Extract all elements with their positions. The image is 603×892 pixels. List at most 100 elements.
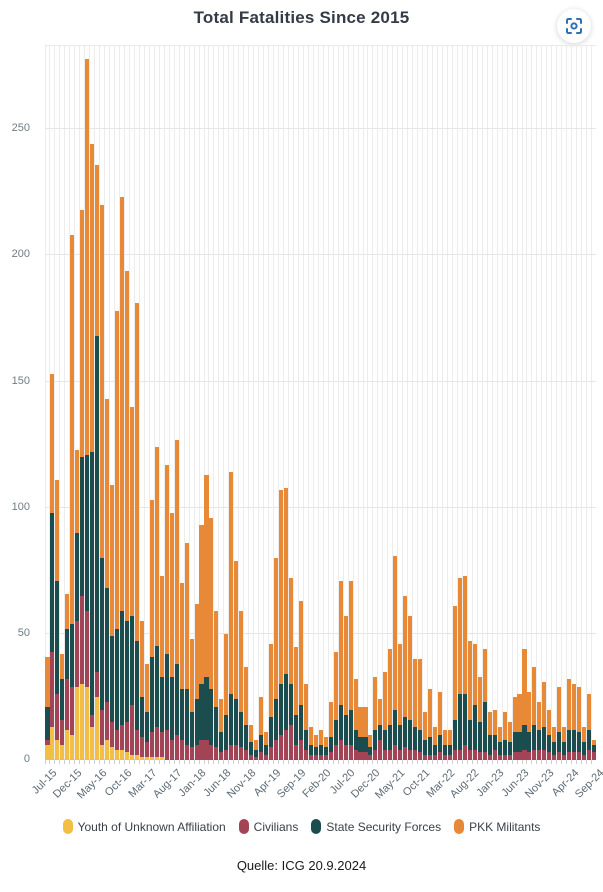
stacked-bar-Feb-21[interactable] <box>378 699 383 760</box>
stacked-bar-Dec-20[interactable] <box>368 734 373 760</box>
stacked-bar-Mar-18[interactable] <box>204 474 209 760</box>
stacked-bar-Jul-19[interactable] <box>283 487 289 760</box>
stacked-bar-Nov-20[interactable] <box>363 707 368 760</box>
legend-item-youth-of-unknown-affiliation[interactable]: Youth of Unknown Affiliation <box>62 819 226 834</box>
stacked-bar-Feb-22[interactable] <box>437 691 443 760</box>
stacked-bar-May-17[interactable] <box>154 447 159 760</box>
stacked-bar-Jan-16[interactable] <box>75 449 80 760</box>
legend-item-state-security-forces[interactable]: State Security Forces <box>311 819 441 834</box>
stacked-bar-Jun-21[interactable] <box>398 643 403 760</box>
stacked-bar-Oct-20[interactable] <box>358 707 363 760</box>
stacked-bar-Apr-22[interactable] <box>447 729 452 760</box>
stacked-bar-May-23[interactable] <box>512 696 517 760</box>
stacked-bar-Aug-19[interactable] <box>288 578 293 760</box>
stacked-bar-May-18[interactable] <box>214 611 219 760</box>
stacked-bar-Nov-16[interactable] <box>124 270 130 760</box>
stacked-bar-Dec-18[interactable] <box>249 724 254 760</box>
stacked-bar-Mar-24[interactable] <box>562 727 567 760</box>
legend-item-pkk-militants[interactable]: PKK Militants <box>454 819 540 834</box>
stacked-bar-Jan-24[interactable] <box>552 727 557 760</box>
stacked-bar-Oct-17[interactable] <box>179 583 184 760</box>
stacked-bar-Apr-21[interactable] <box>388 649 393 760</box>
stacked-bar-Sep-21[interactable] <box>413 659 418 760</box>
stacked-bar-Dec-23[interactable] <box>547 709 552 760</box>
stacked-bar-Feb-23[interactable] <box>497 727 502 760</box>
stacked-bar-Nov-21[interactable] <box>423 712 428 760</box>
stacked-bar-May-24[interactable] <box>572 684 577 760</box>
stacked-bar-Feb-24[interactable] <box>557 686 562 760</box>
stacked-bar-May-19[interactable] <box>274 558 279 760</box>
stacked-bar-Aug-22[interactable] <box>467 641 472 760</box>
stacked-bar-Jul-23[interactable] <box>522 649 527 760</box>
stacked-bar-Jan-22[interactable] <box>433 727 438 760</box>
stacked-bar-Jul-24[interactable] <box>582 727 587 760</box>
zoom-reset-button[interactable] <box>557 9 591 43</box>
stacked-bar-Nov-18[interactable] <box>244 666 249 760</box>
stacked-bar-Nov-22[interactable] <box>482 649 487 760</box>
stacked-bar-Aug-24[interactable] <box>587 694 592 760</box>
stacked-bar-May-21[interactable] <box>393 555 398 760</box>
stacked-bar-Sep-20[interactable] <box>353 679 358 760</box>
stacked-bar-Jul-16[interactable] <box>105 399 110 760</box>
stacked-bar-Mar-16[interactable] <box>85 58 90 760</box>
stacked-bar-Jun-16[interactable] <box>100 204 105 760</box>
stacked-bar-Nov-19[interactable] <box>303 684 308 760</box>
stacked-bar-Jan-17[interactable] <box>134 303 139 760</box>
stacked-bar-Aug-17[interactable] <box>169 512 174 760</box>
stacked-bar-Jun-23[interactable] <box>517 694 522 760</box>
stacked-bar-Jul-17[interactable] <box>164 464 169 760</box>
stacked-bar-Dec-17[interactable] <box>189 638 194 760</box>
stacked-bar-Jul-21[interactable] <box>403 596 408 760</box>
stacked-bar-Mar-20[interactable] <box>323 737 328 760</box>
stacked-bar-Jul-15[interactable] <box>45 656 50 760</box>
stacked-bar-Oct-23[interactable] <box>537 702 542 760</box>
stacked-bar-Jun-20[interactable] <box>338 580 343 760</box>
stacked-bar-Oct-16[interactable] <box>119 197 125 760</box>
stacked-bar-Jun-19[interactable] <box>278 490 284 760</box>
stacked-bar-Feb-20[interactable] <box>318 729 323 760</box>
stacked-bar-Nov-23[interactable] <box>542 681 547 760</box>
stacked-bar-Jun-17[interactable] <box>159 575 164 760</box>
stacked-bar-Jul-22[interactable] <box>462 575 467 760</box>
stacked-bar-Dec-15[interactable] <box>70 235 75 760</box>
stacked-bar-Mar-22[interactable] <box>442 729 448 760</box>
stacked-bar-May-20[interactable] <box>333 651 338 760</box>
stacked-bar-Sep-24[interactable] <box>592 739 597 760</box>
stacked-bar-Aug-15[interactable] <box>50 374 55 760</box>
stacked-bar-Jun-22[interactable] <box>457 578 462 760</box>
stacked-bar-Apr-19[interactable] <box>269 643 274 760</box>
stacked-bar-Jul-20[interactable] <box>343 616 348 760</box>
stacked-bar-Feb-18[interactable] <box>199 525 204 760</box>
stacked-bar-Feb-16[interactable] <box>80 210 85 760</box>
stacked-bar-Jan-21[interactable] <box>373 676 378 760</box>
stacked-bar-Apr-16[interactable] <box>90 144 95 760</box>
stacked-bar-Nov-15[interactable] <box>65 593 70 760</box>
stacked-bar-Sep-18[interactable] <box>234 560 239 760</box>
stacked-bar-May-16[interactable] <box>95 164 100 760</box>
stacked-bar-Mar-23[interactable] <box>502 712 507 760</box>
stacked-bar-Sep-22[interactable] <box>472 643 477 760</box>
stacked-bar-Mar-21[interactable] <box>383 671 388 760</box>
stacked-bar-Sep-16[interactable] <box>115 310 120 760</box>
stacked-bar-Mar-17[interactable] <box>144 664 149 760</box>
stacked-bar-Oct-19[interactable] <box>298 601 303 760</box>
stacked-bar-Aug-23[interactable] <box>527 691 532 760</box>
stacked-bar-Aug-18[interactable] <box>229 472 234 760</box>
stacked-bar-Sep-23[interactable] <box>532 666 537 760</box>
stacked-bar-Aug-20[interactable] <box>348 580 353 760</box>
stacked-bar-Apr-18[interactable] <box>209 517 214 760</box>
stacked-bar-Apr-17[interactable] <box>149 500 154 760</box>
stacked-bar-Dec-21[interactable] <box>428 689 433 760</box>
stacked-bar-Jun-24[interactable] <box>577 686 582 760</box>
stacked-bar-Sep-15[interactable] <box>55 479 60 760</box>
stacked-bar-Dec-22[interactable] <box>487 712 492 760</box>
stacked-bar-Aug-16[interactable] <box>110 485 115 760</box>
stacked-bar-Dec-19[interactable] <box>308 727 313 760</box>
stacked-bar-Jun-18[interactable] <box>219 699 224 760</box>
stacked-bar-Feb-19[interactable] <box>259 696 264 760</box>
stacked-bar-Mar-19[interactable] <box>264 732 269 760</box>
stacked-bar-Dec-16[interactable] <box>129 406 134 760</box>
stacked-bar-Oct-21[interactable] <box>418 659 423 760</box>
stacked-bar-Oct-22[interactable] <box>477 676 482 760</box>
stacked-bar-Apr-24[interactable] <box>567 679 572 760</box>
